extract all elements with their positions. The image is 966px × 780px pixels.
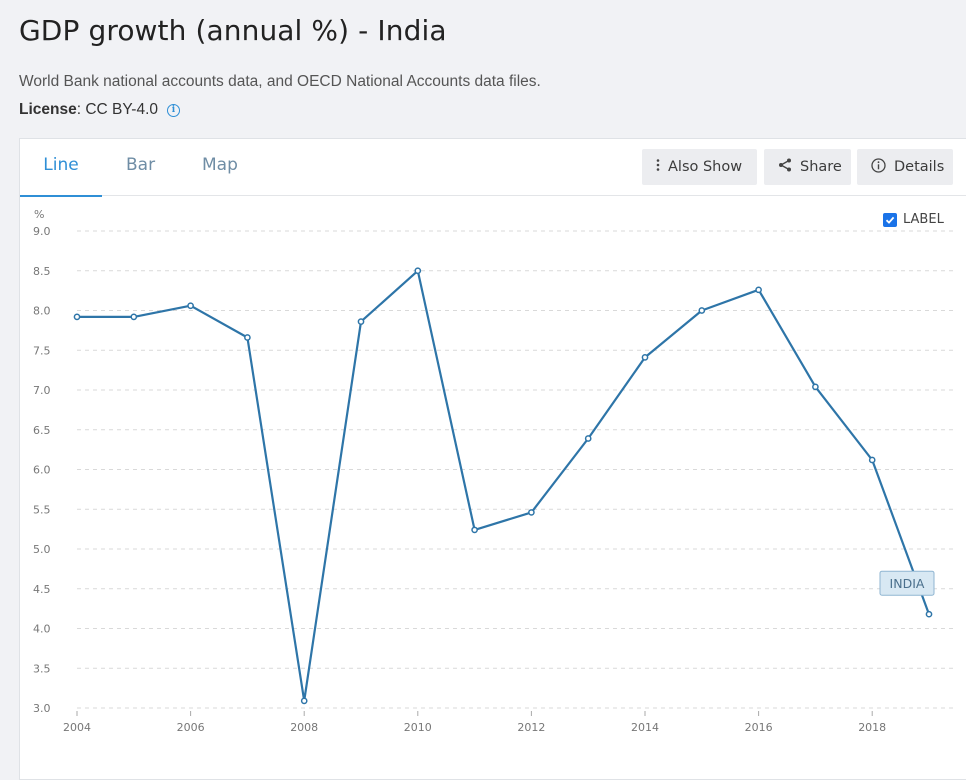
- label-toggle[interactable]: LABEL: [883, 212, 944, 227]
- y-tick-label: 8.5: [33, 265, 51, 278]
- source-text: World Bank national accounts data, and O…: [19, 73, 541, 90]
- info-circle-icon: [871, 157, 886, 177]
- x-tick-label: 2008: [290, 721, 318, 734]
- data-point: [755, 286, 762, 294]
- data-point: [471, 526, 478, 534]
- check-icon: [885, 216, 895, 224]
- y-tick-label: 7.5: [33, 344, 51, 357]
- x-tick-label: 2006: [177, 721, 205, 734]
- y-tick-label: 4.0: [33, 623, 51, 636]
- y-tick-label: 3.5: [33, 662, 51, 675]
- tab-bar[interactable]: Bar: [126, 155, 156, 175]
- x-tick-label: 2018: [858, 721, 886, 734]
- license-line: License : CC BY-4.0 i: [19, 101, 181, 119]
- y-tick-label: 6.0: [33, 464, 51, 477]
- page-title: GDP growth (annual %) - India: [19, 14, 447, 47]
- y-tick-label: 8.0: [33, 305, 51, 318]
- tab-map[interactable]: Map: [202, 155, 238, 175]
- x-tick-label: 2014: [631, 721, 659, 734]
- data-point: [584, 435, 592, 442]
- x-tick-label: 2010: [404, 721, 432, 734]
- line-chart: % 3.0 3.5 4.0 4.5 5.0 5.5 6.0 6.5 7.0 7.5 8.0 8.5 9.0…: [33, 208, 953, 734]
- series-label-text: INDIA: [890, 576, 925, 591]
- data-point: [73, 313, 81, 321]
- label-toggle-text: LABEL: [903, 212, 944, 227]
- license-value: : CC BY-4.0: [76, 101, 159, 118]
- tab-line[interactable]: Line: [20, 139, 102, 197]
- y-tick-label: 5.0: [33, 543, 51, 556]
- y-tick-label: 5.5: [33, 503, 51, 516]
- data-point: [187, 302, 194, 310]
- y-tick-label: 9.0: [33, 225, 51, 238]
- data-point: [641, 354, 649, 361]
- y-tick-label: 6.5: [33, 424, 51, 437]
- y-tick-label: 7.0: [33, 384, 51, 397]
- x-tick-label: 2004: [63, 721, 91, 734]
- y-tick-label: 3.0: [33, 702, 51, 715]
- series-label-box: [879, 570, 935, 596]
- x-tick-label: 2016: [745, 721, 773, 734]
- share-icon: [778, 158, 792, 176]
- data-point: [414, 267, 422, 275]
- license-label: License: [19, 101, 77, 118]
- y-tick-label: 4.5: [33, 583, 51, 596]
- also-show-label: Also Show: [668, 159, 743, 175]
- data-point: [357, 318, 365, 325]
- data-point: [244, 334, 251, 341]
- data-point: [528, 509, 535, 516]
- y-axis-unit-label: %: [34, 208, 44, 221]
- data-point: [698, 307, 706, 314]
- x-tick-label: 2012: [517, 721, 545, 734]
- details-label: Details: [894, 159, 945, 175]
- chart-panel: Line Bar Map Also Show Share Details LAB…: [19, 138, 966, 780]
- share-button[interactable]: Share: [764, 149, 851, 185]
- series-label-india: INDIA: [879, 570, 935, 596]
- info-icon[interactable]: i: [167, 103, 181, 117]
- share-label: Share: [800, 159, 842, 175]
- also-show-button[interactable]: Also Show: [642, 149, 757, 185]
- data-point: [868, 456, 876, 464]
- chart-tab-bar: Line Bar Map Also Show Share Details: [20, 139, 966, 197]
- data-point: [300, 697, 308, 705]
- label-checkbox[interactable]: [883, 212, 897, 227]
- more-vertical-icon: [656, 159, 660, 175]
- data-point: [130, 313, 138, 321]
- details-button[interactable]: Details: [857, 149, 953, 185]
- series-line-india: [77, 269, 931, 702]
- data-point: [925, 610, 933, 618]
- data-point: [812, 383, 819, 391]
